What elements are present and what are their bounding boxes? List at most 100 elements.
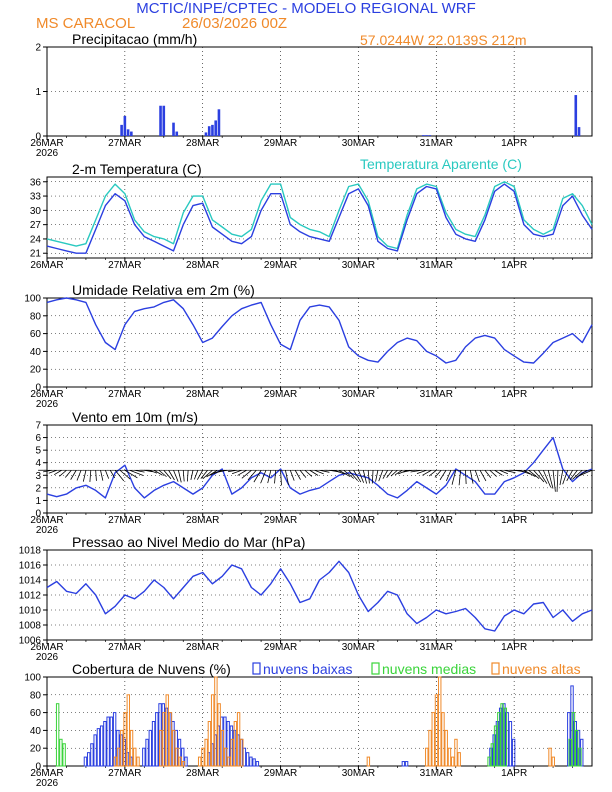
x-date-label: 30MAR (342, 642, 375, 653)
cloud-bar-high (129, 729, 134, 767)
cloud-bar-low (580, 738, 584, 767)
panel-title: Pressao ao Nivel Medio do Mar (hPa) (72, 534, 305, 550)
cloud-bar-high (447, 747, 452, 767)
y-tick-label: 1006 (19, 636, 42, 647)
pressure-line (46, 560, 593, 632)
wind-vector (319, 469, 330, 473)
cloud-bar-high (133, 747, 137, 767)
y-tick-label: 1 (35, 496, 41, 507)
panel-title: Cobertura de Nuvens (%) (72, 661, 231, 677)
x-date-label: 27MAR (108, 138, 141, 149)
legend-label: nuvens baixas (263, 661, 353, 677)
wind-vector (367, 470, 370, 484)
x-date-label: 31MAR (420, 138, 453, 149)
cloud-bar-high (168, 712, 173, 767)
cloud-bar-high (227, 756, 231, 767)
cloud-bar-low (155, 712, 159, 767)
cloud-bar-high (240, 738, 244, 767)
wind-vector (333, 469, 345, 475)
wind-vector (231, 469, 242, 475)
wind-vector (109, 470, 116, 479)
cloud-bar-high (230, 738, 234, 767)
cloud-bar-low (505, 712, 509, 767)
x-year-label: 2026 (36, 652, 59, 663)
panel-2: 21 24 27 30 33 36 26MAR 27MAR 28MAR 29MAR 30MAR 31M… (30, 156, 593, 271)
cloud-bar-medium (59, 738, 63, 767)
x-date-label: 30MAR (342, 260, 375, 271)
wind-vector (542, 470, 552, 488)
cloud-bar-high (366, 756, 371, 767)
y-tick-label: 20 (30, 744, 42, 755)
precip-bar (577, 127, 581, 136)
cloud-bar-high (451, 756, 455, 767)
panel-1: 0 1 2 26MAR 27MAR 28MAR 29MAR 30MAR 31MAR 1APR 202… (30, 31, 593, 159)
panel-frame (46, 424, 593, 514)
cloud-bar-medium (571, 712, 576, 767)
y-tick-label: 80 (30, 690, 42, 701)
precip-bar (162, 105, 166, 136)
y-tick-label: 1014 (19, 576, 42, 587)
precip-bar (175, 131, 179, 136)
wind-vector (353, 470, 362, 483)
wind-vector (358, 470, 365, 483)
wind-vector (523, 469, 536, 477)
precip-bar (425, 135, 428, 136)
cloud-bar-high (126, 694, 131, 767)
cloud-bar-high (551, 756, 555, 767)
wind-vector (76, 470, 82, 481)
x-date-label: 29MAR (264, 642, 297, 653)
wind-vector (469, 470, 474, 484)
wind-vector (64, 470, 72, 478)
cloud-bar-medium (62, 743, 66, 767)
x-date-label: 30MAR (342, 515, 375, 526)
cloud-bar-low (109, 716, 114, 767)
wind-vector (237, 469, 247, 476)
y-tick-label: 20 (30, 365, 42, 376)
wind-vector (518, 469, 531, 475)
y-tick-label: 2 (35, 483, 41, 494)
panel-4: 0 1 23 45 67 26MAR 27MAR 28MAR 29MAR 30MAR 31MAR 1A… (30, 409, 595, 536)
x-date-label: 29MAR (264, 260, 297, 271)
x-date-label: 26MAR (30, 260, 63, 271)
wind-vector (375, 470, 379, 482)
y-tick-label: 7 (35, 421, 41, 432)
y-tick-label: 27 (30, 220, 42, 231)
precip-bar (172, 122, 175, 136)
cloud-bar-high (178, 756, 182, 767)
precip-bar (211, 124, 214, 136)
x-date-label: 27MAR (108, 515, 141, 526)
wind-vector (163, 469, 172, 480)
y-tick-label: 1016 (19, 561, 42, 572)
wind-vector (114, 470, 125, 482)
y-tick-label: 1010 (19, 606, 42, 617)
cloud-bar-low (242, 747, 247, 767)
wind-vector (253, 470, 262, 483)
wind-vector (196, 470, 204, 480)
legend-swatch (371, 662, 380, 675)
x-date-label: 29MAR (264, 138, 297, 149)
y-tick-label: 33 (30, 192, 42, 203)
x-date-label: 26MAR (30, 642, 63, 653)
cloud-bar-low (401, 761, 406, 767)
cloud-bar-high (233, 721, 238, 767)
wind-vector (158, 469, 167, 478)
y-tick-label: 100 (24, 673, 41, 684)
wind-vector (451, 470, 457, 485)
wind-vector (53, 469, 62, 476)
wind-vector (105, 470, 110, 479)
station-name: MS CARACOL (36, 15, 135, 32)
precip-bar (207, 126, 211, 136)
wind-vector (186, 470, 189, 482)
panel-title: Precipitacao (mm/h) (72, 31, 197, 47)
x-date-label: 26MAR (30, 515, 63, 526)
panel-title: Umidade Relativa em 2m (%) (72, 282, 255, 298)
x-date-label: 28MAR (186, 389, 219, 400)
cloud-bar-high (113, 756, 118, 767)
x-year-label: 2026 (36, 148, 59, 159)
panel-3: 0 20 40 60 80 100 26MAR 27MAR 28MAR 29MAR 30MAR 31M… (24, 282, 593, 410)
cloud-bar-high (204, 738, 208, 767)
wind-vector (538, 470, 548, 484)
cloud-bar-high (457, 752, 461, 767)
cloud-bar-medium (55, 703, 60, 767)
wind-vector (289, 470, 295, 481)
